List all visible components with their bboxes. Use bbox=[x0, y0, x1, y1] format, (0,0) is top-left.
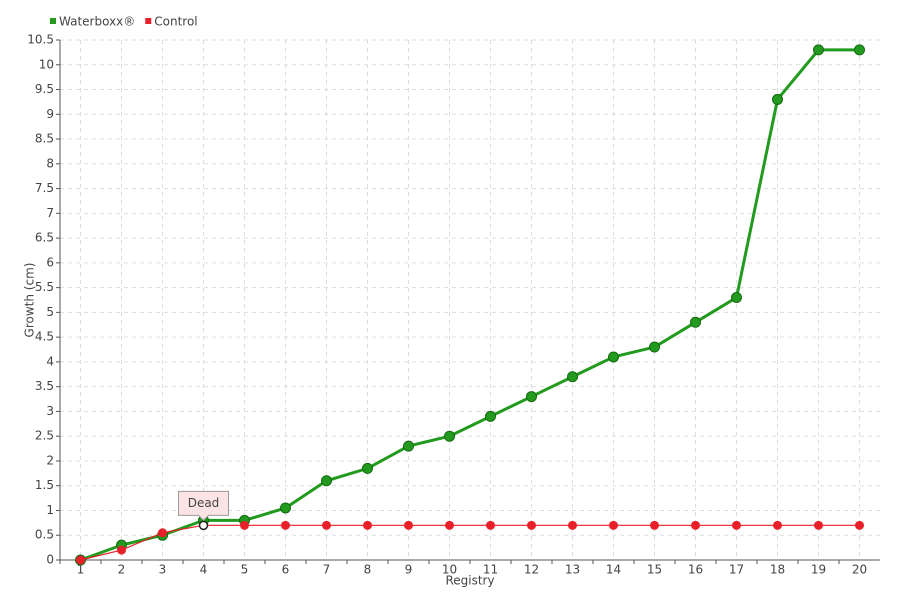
x-tick-label: 20 bbox=[852, 563, 867, 577]
x-tick-label: 7 bbox=[323, 563, 331, 577]
x-tick-label: 9 bbox=[405, 563, 413, 577]
x-tick-label: 12 bbox=[524, 563, 539, 577]
y-tick-label: 3 bbox=[46, 404, 54, 418]
x-tick-label: 15 bbox=[647, 563, 662, 577]
data-point bbox=[445, 520, 454, 530]
data-point bbox=[117, 545, 126, 555]
y-tick-label: 10.5 bbox=[27, 33, 54, 47]
x-tick-label: 19 bbox=[811, 563, 826, 577]
data-point bbox=[322, 520, 331, 530]
y-tick-label: 3.5 bbox=[35, 379, 54, 393]
data-point bbox=[280, 502, 291, 514]
x-tick-label: 5 bbox=[241, 563, 249, 577]
y-tick-label: 4.5 bbox=[35, 330, 54, 344]
data-point bbox=[772, 93, 783, 105]
y-tick-label: 5 bbox=[46, 305, 54, 319]
x-tick-label: 18 bbox=[770, 563, 785, 577]
data-point bbox=[731, 292, 742, 304]
series-line bbox=[79, 48, 860, 562]
annotation-box bbox=[178, 490, 229, 522]
legend-label: Waterboxx® bbox=[59, 15, 135, 29]
y-tick-label: 4 bbox=[46, 354, 54, 368]
data-point bbox=[526, 391, 537, 403]
data-point bbox=[854, 44, 865, 56]
data-point bbox=[814, 520, 823, 530]
y-tick-label: 8.5 bbox=[35, 132, 54, 146]
y-tick-label: 2.5 bbox=[35, 429, 54, 443]
data-point bbox=[690, 316, 701, 328]
data-point bbox=[732, 520, 741, 530]
x-tick-label: 4 bbox=[200, 563, 208, 577]
data-point bbox=[281, 520, 290, 530]
x-tick-label: 2 bbox=[118, 563, 126, 577]
legend-label: Control bbox=[154, 15, 197, 29]
y-tick-label: 9.5 bbox=[35, 82, 54, 96]
data-point bbox=[855, 520, 864, 530]
data-point bbox=[773, 520, 782, 530]
y-tick-label: 1.5 bbox=[35, 478, 54, 492]
y-tick-label: 8 bbox=[46, 156, 54, 170]
legend-swatch bbox=[145, 18, 152, 24]
data-point bbox=[404, 520, 413, 530]
x-tick-label: 6 bbox=[282, 563, 290, 577]
y-tick-label: 6.5 bbox=[35, 231, 54, 245]
data-point bbox=[527, 520, 536, 530]
data-point bbox=[76, 555, 85, 565]
data-point bbox=[486, 520, 495, 530]
x-axis-title: Registry bbox=[445, 574, 494, 588]
y-tick-label: 0.5 bbox=[35, 528, 54, 542]
data-point bbox=[813, 44, 824, 56]
data-point bbox=[609, 520, 618, 530]
x-tick-label: 17 bbox=[729, 563, 744, 577]
y-tick-label: 1 bbox=[46, 503, 54, 517]
y-tick-label: 9 bbox=[46, 107, 54, 121]
x-tick-label: 16 bbox=[688, 563, 703, 577]
x-tick-label: 13 bbox=[565, 563, 580, 577]
x-tick-label: 8 bbox=[364, 563, 372, 577]
x-tick-label: 1 bbox=[77, 563, 85, 577]
data-point bbox=[568, 520, 577, 530]
data-point bbox=[362, 462, 373, 474]
series-line bbox=[80, 524, 860, 561]
y-tick-label: 6 bbox=[46, 255, 54, 269]
data-point bbox=[691, 520, 700, 530]
y-axis-title: Growth (cm) bbox=[23, 263, 37, 338]
annotation: Dead bbox=[188, 496, 220, 510]
y-tick-label: 0 bbox=[46, 553, 54, 567]
legend-swatch bbox=[50, 18, 56, 24]
x-tick-label: 3 bbox=[159, 563, 167, 577]
y-tick-label: 10 bbox=[39, 57, 54, 71]
x-tick-label: 14 bbox=[606, 563, 621, 577]
data-point bbox=[403, 440, 414, 452]
data-point bbox=[608, 351, 619, 363]
x-tick-label: 11 bbox=[483, 563, 498, 577]
y-tick-label: 7.5 bbox=[35, 181, 54, 195]
data-point bbox=[321, 475, 332, 487]
data-point bbox=[649, 341, 660, 353]
data-point bbox=[363, 520, 372, 530]
data-point bbox=[444, 430, 455, 442]
data-point bbox=[485, 410, 496, 422]
x-tick-label: 10 bbox=[442, 563, 457, 577]
data-point bbox=[158, 528, 167, 538]
y-tick-label: 5.5 bbox=[35, 280, 54, 294]
data-point bbox=[567, 371, 578, 383]
y-tick-label: 7 bbox=[46, 206, 54, 220]
data-point bbox=[240, 520, 249, 530]
data-point bbox=[650, 520, 659, 530]
data-point bbox=[198, 520, 209, 531]
y-tick-label: 2 bbox=[46, 453, 54, 467]
